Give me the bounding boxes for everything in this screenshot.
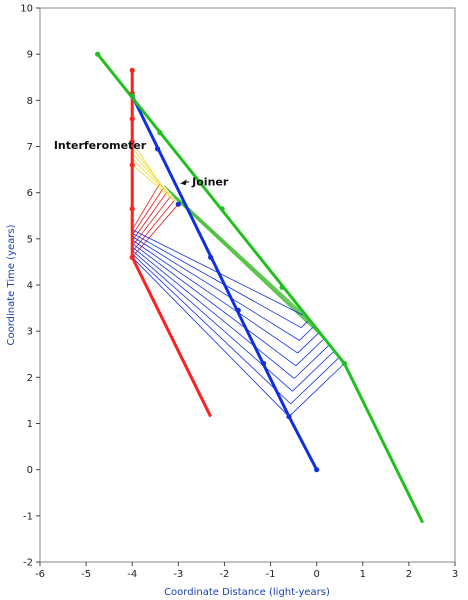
blue-return-ray: [295, 338, 324, 367]
blue-return-ray: [290, 357, 340, 405]
annotation-arrowhead: [180, 179, 187, 186]
y-tick-label: 8: [27, 96, 33, 107]
green-ray: [171, 194, 324, 337]
annotation-label: Joiner: [191, 176, 229, 189]
series-point: [129, 206, 135, 212]
x-tick-label: -5: [81, 569, 91, 580]
y-tick-label: 6: [27, 188, 33, 199]
series-point: [219, 206, 225, 212]
blue-ray: [131, 246, 295, 379]
series-point: [314, 467, 320, 473]
blue-return-ray: [293, 345, 330, 379]
blue-return-ray: [297, 332, 319, 354]
blue-return-ray: [300, 320, 309, 328]
series-point: [129, 116, 135, 122]
series-point: [154, 146, 161, 152]
y-tick-label: 5: [27, 234, 33, 245]
x-tick-label: 3: [452, 569, 458, 580]
x-tick-label: -2: [219, 569, 229, 580]
series-point: [157, 130, 163, 136]
plot-frame: [39, 7, 456, 563]
y-tick-label: -2: [23, 558, 33, 569]
event-markers: [95, 51, 347, 473]
yellow-ray: [131, 158, 175, 200]
blue-ray: [131, 253, 292, 405]
series-point: [261, 360, 267, 367]
red-ray: [131, 199, 175, 253]
worldlines: [96, 53, 425, 524]
y-tick-label: 0: [27, 465, 33, 476]
series-point: [129, 67, 135, 73]
yellow-ray: [131, 141, 161, 184]
series-point: [279, 284, 285, 290]
series-point: [129, 162, 135, 168]
y-tick-label: -1: [23, 511, 33, 522]
y-tick-label: 9: [27, 50, 33, 61]
red-ray: [131, 187, 164, 236]
x-axis-label: Coordinate Distance (light-years): [164, 587, 330, 598]
x-tick-label: 2: [406, 569, 412, 580]
y-tick-label: 4: [27, 281, 33, 292]
blue-return-ray: [288, 363, 345, 417]
series-point: [129, 139, 135, 145]
series-point: [175, 201, 181, 207]
green-ray: [168, 191, 319, 331]
green-ray: [173, 196, 329, 344]
series-line: [130, 256, 212, 418]
red-ray: [131, 203, 179, 258]
y-tick-label: 3: [27, 327, 33, 338]
red-ray: [131, 183, 161, 230]
series-line: [130, 95, 318, 471]
blue-return-ray: [292, 351, 335, 392]
y-tick-label: 2: [27, 373, 33, 384]
blue-ray: [132, 232, 302, 329]
x-axis-ticks: -6 -5 -4 -3 -2 -1 0 1 2 3: [35, 562, 458, 580]
series-point: [286, 413, 292, 420]
annotation-label: Interferometer: [54, 139, 147, 152]
x-tick-label: -1: [266, 569, 276, 580]
light-ray-fans: [131, 141, 345, 417]
x-tick-label: -3: [173, 569, 183, 580]
yellow-ray: [131, 164, 179, 205]
blue-ray: [132, 236, 300, 341]
x-tick-label: 1: [360, 569, 366, 580]
annotations: Interferometer Joiner: [54, 139, 229, 189]
y-tick-label: 10: [20, 4, 33, 15]
blue-return-ray: [299, 326, 314, 341]
red-ray: [131, 195, 172, 247]
y-tick-label: 1: [27, 419, 33, 430]
series-point: [95, 51, 101, 57]
x-tick-label: -4: [127, 569, 137, 580]
y-axis-ticks: -2 -1 0 1 2 3 4 5 6 7 8 9 10: [20, 4, 40, 569]
x-tick-label: -6: [35, 569, 45, 580]
red-ray: [131, 191, 168, 241]
x-tick-label: 0: [313, 569, 319, 580]
blue-ray: [131, 239, 298, 354]
blue-ray: [131, 243, 297, 367]
series-point: [129, 93, 135, 99]
y-tick-label: 7: [27, 142, 33, 153]
series-point: [129, 254, 135, 260]
green-ray: [166, 188, 313, 324]
series-point: [208, 254, 214, 260]
blue-ray: [131, 257, 290, 417]
y-axis-label: Coordinate Time (years): [6, 224, 17, 345]
series-point: [341, 360, 347, 367]
series-point: [235, 307, 241, 313]
